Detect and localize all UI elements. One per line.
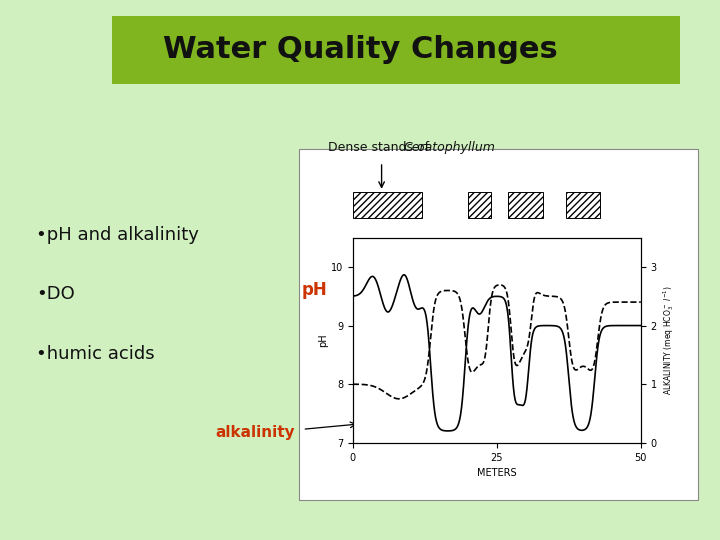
X-axis label: METERS: METERS [477, 468, 517, 478]
Text: Dense stands of: Dense stands of [328, 141, 433, 154]
Bar [299, 148, 698, 500]
Text: •humic acids: •humic acids [36, 345, 155, 363]
Text: pH: pH [302, 281, 328, 299]
Text: Water Quality Changes: Water Quality Changes [163, 35, 557, 64]
Y-axis label: ALKALINITY (meq HCO$_3^-$ $l^{-1}$): ALKALINITY (meq HCO$_3^-$ $l^{-1}$) [661, 285, 676, 395]
Text: •DO: •DO [36, 285, 75, 303]
Text: alkalinity: alkalinity [215, 424, 295, 440]
Bar [112, 16, 680, 84]
Y-axis label: pH: pH [318, 333, 328, 347]
Text: •pH and alkalinity: •pH and alkalinity [36, 226, 199, 244]
Text: Ceratophyllum: Ceratophyllum [403, 141, 495, 154]
